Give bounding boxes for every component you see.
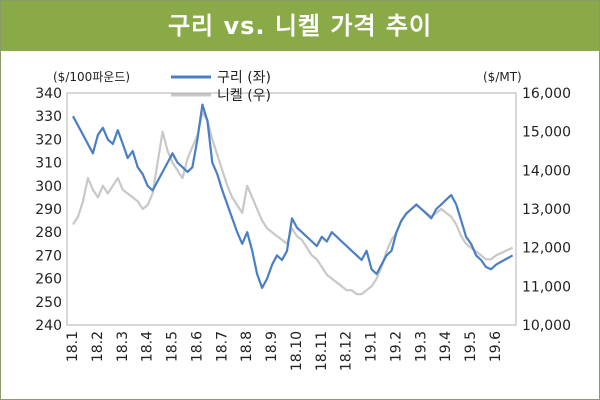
left-tick-label: 240 bbox=[35, 318, 62, 334]
left-tick-label: 300 bbox=[35, 179, 62, 195]
left-tick-label: 320 bbox=[35, 132, 62, 148]
x-tick-label: 18.3 bbox=[115, 331, 131, 362]
x-tick-label: 18.10 bbox=[289, 331, 305, 371]
right-tick-label: 16,000 bbox=[522, 86, 571, 102]
legend-label: 니켈 (우) bbox=[217, 88, 271, 104]
title-bar: 구리 vs. 니켈 가격 추이 bbox=[1, 1, 599, 51]
x-tick-label: 19.2 bbox=[388, 331, 404, 362]
legend-label: 구리 (좌) bbox=[217, 70, 271, 86]
x-tick-label: 18.2 bbox=[90, 331, 106, 362]
right-axis-labels: 16,000 15,000 14,000 13,000 12,000 11,000 10,0… bbox=[522, 86, 571, 334]
chart-title: 구리 vs. 니켈 가격 추이 bbox=[167, 12, 433, 40]
right-tick-label: 14,000 bbox=[522, 163, 571, 179]
copper-series-line bbox=[72, 103, 514, 289]
legend: 구리 (좌) 니켈 (우) bbox=[171, 70, 271, 104]
plot-border bbox=[66, 92, 517, 326]
right-tick-label: 15,000 bbox=[522, 125, 571, 141]
left-axis-labels: 340 330 320 310 300 290 280 270 260 250 240 bbox=[35, 86, 62, 334]
x-tick-label: 18.8 bbox=[239, 331, 255, 362]
x-tick-label: 19.1 bbox=[364, 331, 380, 362]
nickel-series-line bbox=[72, 111, 514, 296]
x-tick-label: 19.4 bbox=[438, 331, 454, 362]
left-tick-label: 290 bbox=[35, 202, 62, 218]
right-tick-label: 10,000 bbox=[522, 318, 571, 334]
x-tick-label: 18.4 bbox=[140, 331, 156, 362]
x-tick-label: 18.11 bbox=[314, 331, 330, 371]
x-tick-label: 18.1 bbox=[65, 331, 81, 362]
x-tick-label: 18.6 bbox=[189, 331, 205, 362]
right-tick-label: 12,000 bbox=[522, 241, 571, 257]
left-axis-unit-label: ($/100파운드) bbox=[53, 70, 130, 84]
x-tick-label: 19.3 bbox=[413, 331, 429, 362]
plot-area bbox=[66, 92, 517, 326]
left-tick-label: 310 bbox=[35, 156, 62, 172]
x-tick-label: 18.7 bbox=[214, 331, 230, 362]
x-tick-label: 18.12 bbox=[339, 331, 355, 371]
series-layer bbox=[72, 103, 514, 296]
left-tick-label: 280 bbox=[35, 225, 62, 241]
x-tick-label: 19.5 bbox=[463, 331, 479, 362]
left-tick-label: 260 bbox=[35, 272, 62, 288]
left-tick-label: 270 bbox=[35, 248, 62, 264]
right-tick-label: 13,000 bbox=[522, 202, 571, 218]
right-tick-label: 11,000 bbox=[522, 279, 571, 295]
left-tick-label: 340 bbox=[35, 86, 62, 102]
left-tick-label: 250 bbox=[35, 295, 62, 311]
right-axis-unit-label: ($/MT) bbox=[483, 70, 522, 84]
x-axis-labels: 18.1 18.2 18.3 18.4 18.5 18.6 18.7 18.8 18.9 18.1… bbox=[65, 331, 504, 371]
x-tick-label: 18.9 bbox=[264, 331, 280, 362]
x-tick-label: 19.6 bbox=[488, 331, 504, 362]
left-tick-label: 330 bbox=[35, 109, 62, 125]
x-tick-label: 18.5 bbox=[165, 331, 181, 362]
